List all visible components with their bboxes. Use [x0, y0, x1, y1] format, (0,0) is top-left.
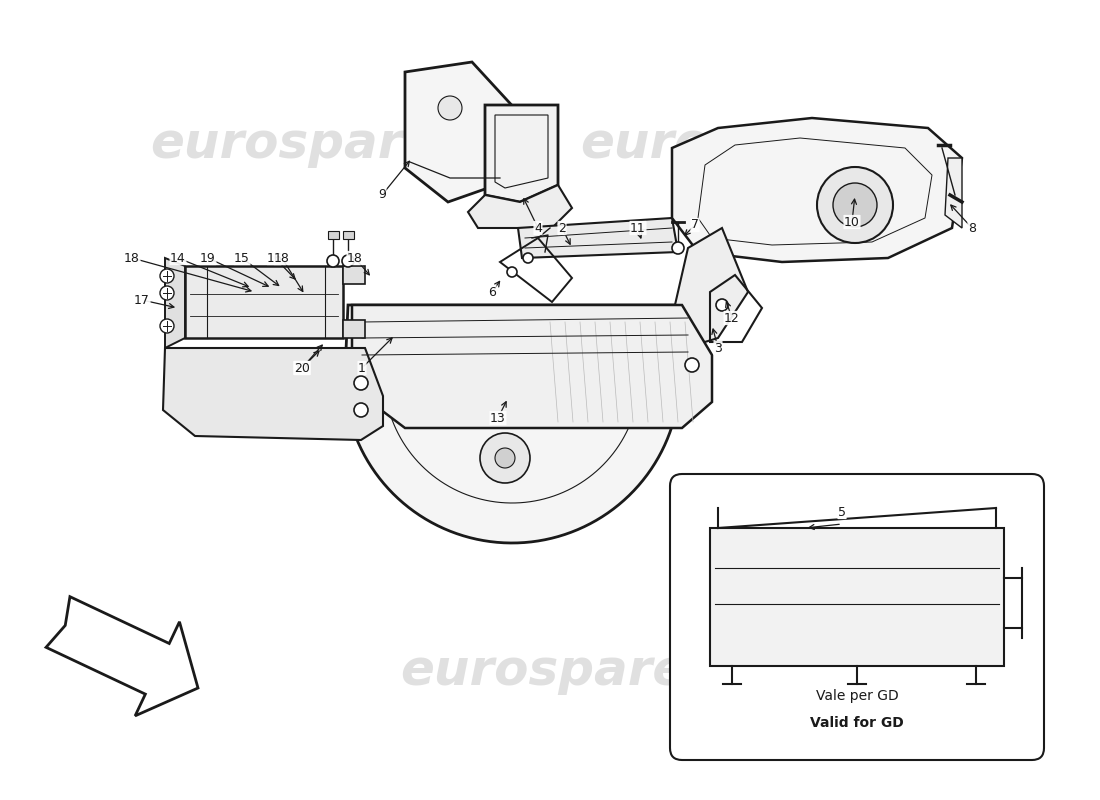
Polygon shape [485, 105, 558, 202]
Bar [342, 231, 353, 239]
Text: 16: 16 [267, 251, 283, 265]
Circle shape [495, 448, 515, 468]
Text: Valid for GD: Valid for GD [810, 716, 904, 730]
Text: 18: 18 [124, 251, 140, 265]
Polygon shape [518, 218, 678, 258]
Polygon shape [343, 266, 365, 284]
Polygon shape [945, 158, 962, 228]
Polygon shape [352, 305, 712, 428]
Circle shape [507, 267, 517, 277]
Text: 9: 9 [378, 189, 386, 202]
Polygon shape [672, 228, 748, 348]
Bar [328, 231, 339, 239]
Polygon shape [468, 185, 572, 228]
Circle shape [354, 376, 368, 390]
Circle shape [160, 269, 174, 283]
Text: eurospares: eurospares [400, 647, 716, 695]
Text: 1: 1 [359, 362, 366, 374]
Circle shape [342, 255, 354, 267]
Bar [185, 266, 343, 338]
Polygon shape [46, 597, 198, 716]
Circle shape [327, 255, 339, 267]
Circle shape [438, 96, 462, 120]
Bar [710, 528, 1004, 666]
Circle shape [672, 242, 684, 254]
Text: 19: 19 [200, 251, 216, 265]
Polygon shape [343, 320, 365, 338]
Circle shape [685, 358, 698, 372]
Text: 17: 17 [294, 362, 310, 374]
FancyBboxPatch shape [670, 474, 1044, 760]
Text: 18: 18 [274, 251, 290, 265]
Polygon shape [344, 305, 682, 543]
Polygon shape [672, 118, 962, 262]
Circle shape [480, 433, 530, 483]
Text: 15: 15 [234, 251, 250, 265]
Text: 8: 8 [968, 222, 976, 234]
Text: 12: 12 [724, 311, 740, 325]
Text: eurospares: eurospares [580, 120, 896, 168]
Circle shape [522, 253, 534, 263]
Text: 2: 2 [558, 222, 565, 234]
Circle shape [160, 319, 174, 333]
Text: 17: 17 [134, 294, 150, 306]
Circle shape [833, 183, 877, 227]
Text: eurospares: eurospares [150, 120, 466, 168]
Circle shape [716, 299, 728, 311]
Text: 4: 4 [535, 222, 542, 234]
Circle shape [160, 286, 174, 300]
Polygon shape [163, 348, 383, 440]
Text: 18: 18 [348, 251, 363, 265]
Text: 7: 7 [691, 218, 698, 231]
Circle shape [354, 403, 368, 417]
Text: 11: 11 [630, 222, 646, 234]
Text: 13: 13 [491, 411, 506, 425]
Text: 20: 20 [294, 362, 310, 374]
Text: 6: 6 [488, 286, 496, 298]
Text: Vale per GD: Vale per GD [815, 689, 899, 703]
Text: 14: 14 [170, 251, 186, 265]
Text: 3: 3 [714, 342, 722, 354]
Text: 5: 5 [838, 506, 846, 518]
Polygon shape [405, 62, 518, 202]
Text: 10: 10 [844, 215, 860, 229]
Polygon shape [165, 258, 185, 348]
Circle shape [817, 167, 893, 243]
